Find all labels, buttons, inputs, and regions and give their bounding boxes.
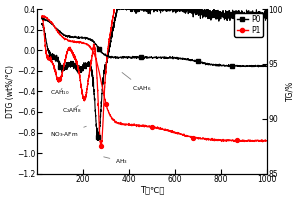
Text: NO$_3$-AFm: NO$_3$-AFm <box>50 126 86 139</box>
Text: CAH$_{10}$: CAH$_{10}$ <box>50 88 69 97</box>
Text: C$_3$AH$_6$: C$_3$AH$_6$ <box>122 72 152 93</box>
Y-axis label: DTG (wt%/°C): DTG (wt%/°C) <box>6 65 15 118</box>
Legend: P0, P1: P0, P1 <box>234 13 263 37</box>
Text: C$_2$AH$_8$: C$_2$AH$_8$ <box>62 105 82 115</box>
Y-axis label: TG/%: TG/% <box>285 81 294 101</box>
X-axis label: T（℃）: T（℃） <box>140 185 164 194</box>
Text: AH$_3$: AH$_3$ <box>104 157 128 166</box>
